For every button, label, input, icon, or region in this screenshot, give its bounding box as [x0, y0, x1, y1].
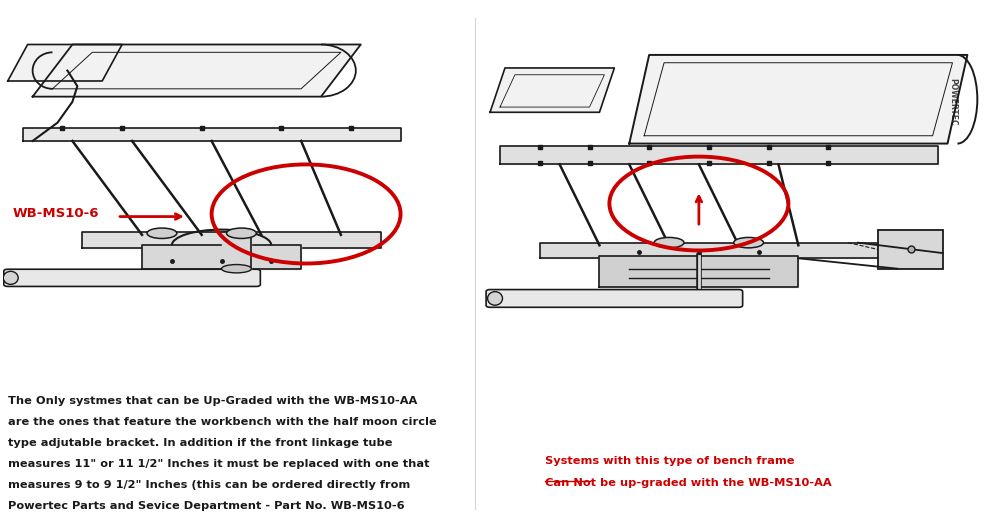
Polygon shape: [599, 256, 798, 287]
Text: WB-MS10-6: WB-MS10-6: [13, 208, 99, 220]
Polygon shape: [33, 44, 361, 96]
Ellipse shape: [3, 271, 18, 285]
Polygon shape: [222, 232, 251, 269]
FancyBboxPatch shape: [486, 289, 743, 307]
FancyBboxPatch shape: [4, 269, 260, 287]
Text: Powertec Parts and Sevice Department - Part No. WB-MS10-6: Powertec Parts and Sevice Department - P…: [8, 501, 404, 511]
Polygon shape: [540, 242, 898, 258]
Polygon shape: [629, 55, 967, 143]
Text: are the ones that feature the workbench with the half moon circle: are the ones that feature the workbench …: [8, 417, 436, 427]
Ellipse shape: [147, 228, 177, 239]
FancyBboxPatch shape: [878, 230, 943, 269]
Text: The Only systmes that can be Up-Graded with the WB-MS10-AA: The Only systmes that can be Up-Graded w…: [8, 396, 417, 406]
Text: type adjutable bracket. In addition if the front linkage tube: type adjutable bracket. In addition if t…: [8, 438, 392, 448]
Text: measures 9 to 9 1/2" Inches (this can be ordered directly from: measures 9 to 9 1/2" Inches (this can be…: [8, 480, 410, 490]
Text: Can Not be up-graded with the WB-MS10-AA: Can Not be up-graded with the WB-MS10-AA: [545, 479, 831, 489]
Polygon shape: [142, 245, 301, 269]
Polygon shape: [23, 128, 401, 141]
Text: measures 11" or 11 1/2" Inches it must be replaced with one that: measures 11" or 11 1/2" Inches it must b…: [8, 459, 429, 469]
Ellipse shape: [222, 265, 251, 273]
Text: POWERTEC: POWERTEC: [948, 78, 957, 125]
Text: Systems with this type of bench frame: Systems with this type of bench frame: [545, 456, 794, 466]
Ellipse shape: [654, 238, 684, 248]
Polygon shape: [8, 44, 122, 81]
Ellipse shape: [734, 238, 764, 248]
Polygon shape: [500, 146, 938, 164]
Polygon shape: [490, 68, 614, 112]
Ellipse shape: [488, 291, 502, 305]
Polygon shape: [82, 232, 381, 248]
Ellipse shape: [227, 228, 256, 239]
